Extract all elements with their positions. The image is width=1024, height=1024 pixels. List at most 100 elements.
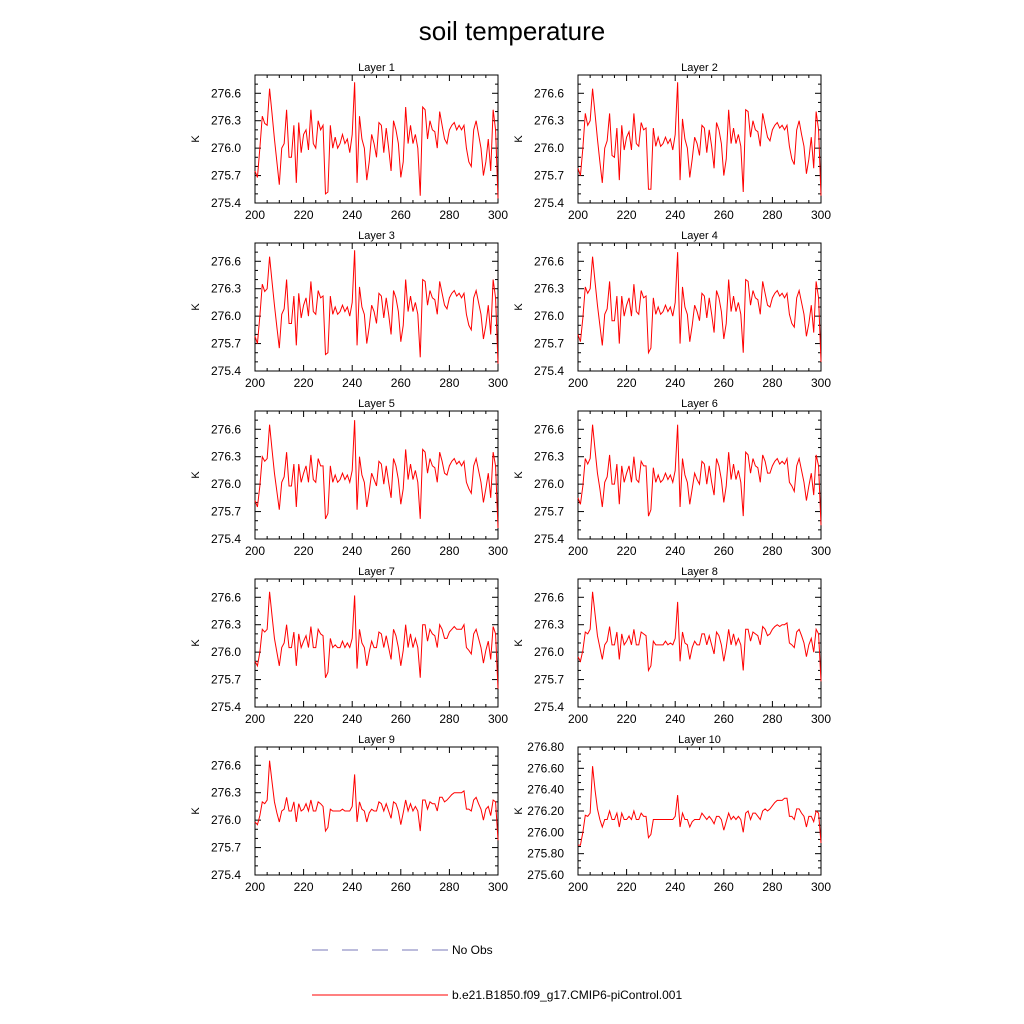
y-tick-label: 275.4 <box>534 364 564 378</box>
x-tick-label: 200 <box>245 712 265 726</box>
y-tick-label: 275.4 <box>211 196 241 210</box>
x-tick-label: 280 <box>439 208 459 222</box>
x-tick-label: 260 <box>391 712 411 726</box>
y-tick-label: 275.60 <box>527 868 564 882</box>
y-axis-label: K <box>513 303 525 311</box>
y-axis-label: K <box>513 135 525 143</box>
panel-title: Layer 8 <box>681 566 718 578</box>
y-tick-label: 275.4 <box>534 700 564 714</box>
x-tick-label: 240 <box>342 544 362 558</box>
figure-title: soil temperature <box>419 16 605 46</box>
x-tick-label: 260 <box>391 544 411 558</box>
x-tick-label: 240 <box>665 880 685 894</box>
chart-panel-9: Layer 9 K 200 220 240 260 280 300 275.4 275.7 276.… <box>190 734 508 894</box>
y-tick-label: 276.00 <box>527 825 564 839</box>
plot-frame <box>577 242 822 372</box>
y-axis-label: K <box>513 471 525 479</box>
series-line <box>578 766 822 846</box>
y-tick-label: 276.6 <box>211 758 241 772</box>
x-tick-label: 280 <box>439 544 459 558</box>
y-tick-label: 276.6 <box>534 422 564 436</box>
x-tick-label: 300 <box>488 880 508 894</box>
x-tick-label: 300 <box>811 880 831 894</box>
y-tick-label: 276.3 <box>211 282 241 296</box>
plot-frame <box>254 242 499 372</box>
x-tick-label: 280 <box>762 712 782 726</box>
series-line <box>254 591 499 689</box>
x-tick-label: 260 <box>714 208 734 222</box>
y-tick-label: 276.3 <box>211 450 241 464</box>
chart-panel-3: Layer 3 K 200 220 240 260 280 300 275.4 275.7 276.… <box>190 230 508 390</box>
x-tick-label: 220 <box>294 712 314 726</box>
y-tick-label: 276.3 <box>534 450 564 464</box>
panel-title: Layer 3 <box>358 230 395 242</box>
y-tick-label: 275.7 <box>534 169 564 183</box>
y-tick-label: 275.7 <box>211 337 241 351</box>
x-tick-label: 260 <box>714 712 734 726</box>
y-tick-label: 275.4 <box>211 364 241 378</box>
y-axis-label: K <box>190 471 202 479</box>
plot-frame <box>254 410 499 540</box>
panel-title: Layer 1 <box>358 62 395 74</box>
x-tick-label: 200 <box>245 376 265 390</box>
y-tick-label: 275.7 <box>534 337 564 351</box>
x-tick-label: 300 <box>488 208 508 222</box>
y-tick-label: 275.80 <box>527 847 564 861</box>
x-tick-label: 300 <box>488 544 508 558</box>
y-tick-label: 276.3 <box>534 282 564 296</box>
y-axis-label: K <box>190 303 202 311</box>
x-tick-label: 300 <box>811 208 831 222</box>
chart-panel-8: Layer 8 K 200 220 240 260 280 300 275.4 275.7 276.… <box>513 566 831 726</box>
x-tick-label: 260 <box>391 208 411 222</box>
x-tick-label: 200 <box>568 880 588 894</box>
y-tick-label: 275.7 <box>534 505 564 519</box>
plot-frame <box>577 746 822 876</box>
chart-panel-2: Layer 2 K 200 220 240 260 280 300 275.4 275.7 276.… <box>513 62 831 222</box>
series-line <box>577 82 822 196</box>
legend-label-model: b.e21.B1850.f09_g17.CMIP6-piControl.001 <box>452 988 682 1002</box>
series-line <box>254 760 499 841</box>
y-tick-label: 276.3 <box>534 618 564 632</box>
x-tick-label: 300 <box>488 712 508 726</box>
panel-title: Layer 6 <box>681 398 718 410</box>
plot-frame <box>577 410 822 540</box>
y-tick-label: 276.0 <box>211 477 241 491</box>
chart-panel-5: Layer 5 K 200 220 240 260 280 300 275.4 275.7 276.… <box>190 398 508 558</box>
x-tick-label: 240 <box>665 544 685 558</box>
y-tick-label: 276.0 <box>211 813 241 827</box>
x-tick-label: 200 <box>568 544 588 558</box>
legend: No Obs b.e21.B1850.f09_g17.CMIP6-piContro… <box>312 943 682 1002</box>
x-tick-label: 240 <box>342 376 362 390</box>
x-tick-label: 220 <box>294 376 314 390</box>
x-tick-label: 280 <box>762 544 782 558</box>
y-tick-label: 275.7 <box>211 505 241 519</box>
series-line <box>577 424 822 526</box>
x-tick-label: 240 <box>342 208 362 222</box>
panel-title: Layer 7 <box>358 566 395 578</box>
x-tick-label: 300 <box>488 376 508 390</box>
y-axis-label: K <box>190 135 202 143</box>
x-tick-label: 220 <box>617 544 637 558</box>
x-tick-label: 300 <box>811 544 831 558</box>
x-tick-label: 300 <box>811 376 831 390</box>
y-tick-label: 276.6 <box>534 254 564 268</box>
y-tick-label: 276.3 <box>211 618 241 632</box>
x-tick-label: 240 <box>665 208 685 222</box>
panel-title: Layer 2 <box>681 62 718 74</box>
x-tick-label: 200 <box>245 880 265 894</box>
panel-grid: Layer 1 K 200 220 240 260 280 300 275.4 275.7 276.… <box>190 62 831 894</box>
y-tick-label: 276.20 <box>527 804 564 818</box>
y-tick-label: 276.0 <box>211 645 241 659</box>
y-tick-label: 275.4 <box>534 196 564 210</box>
y-tick-label: 276.3 <box>211 114 241 128</box>
panel-title: Layer 5 <box>358 398 395 410</box>
x-tick-label: 220 <box>617 712 637 726</box>
y-tick-label: 276.6 <box>534 86 564 100</box>
y-tick-label: 276.0 <box>534 477 564 491</box>
y-tick-label: 276.80 <box>527 740 564 754</box>
y-tick-label: 276.0 <box>534 309 564 323</box>
plot-frame <box>254 74 499 204</box>
y-tick-label: 275.4 <box>211 532 241 546</box>
panel-title: Layer 9 <box>358 734 395 746</box>
y-tick-label: 275.4 <box>534 532 564 546</box>
